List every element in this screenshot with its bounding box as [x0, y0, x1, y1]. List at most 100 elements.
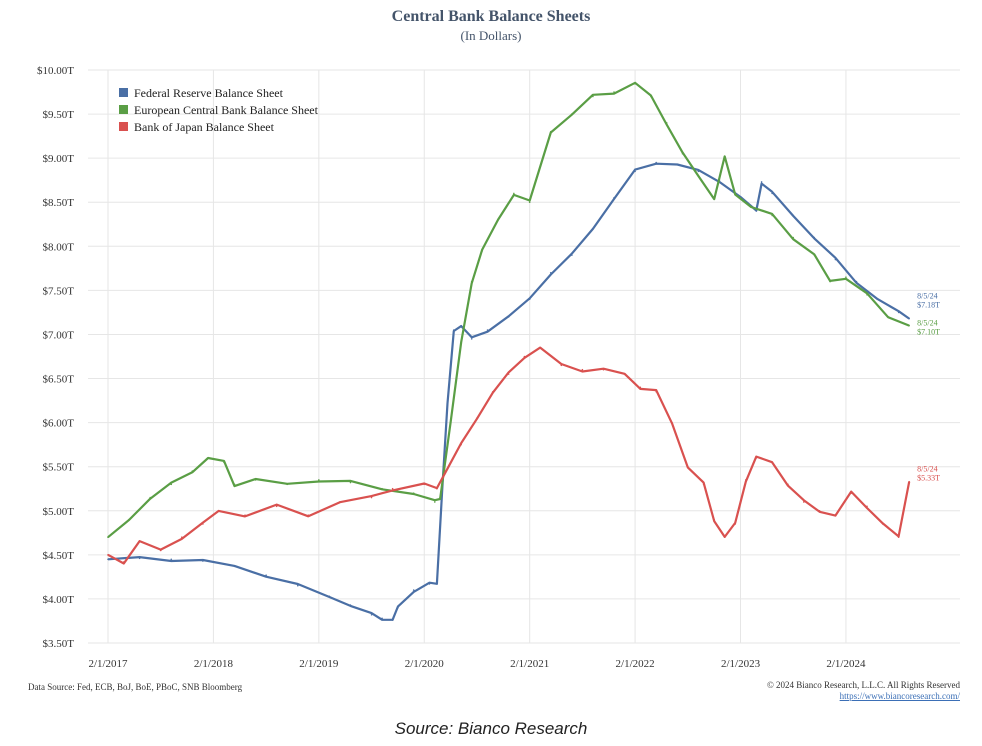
series-point [613, 91, 615, 93]
series-point [671, 421, 673, 424]
chart-figure [12, 0, 972, 705]
series-point [412, 492, 415, 494]
series-point [507, 316, 510, 318]
x-tick-label: 2/1/2021 [510, 658, 549, 670]
end-label-date: 8/5/24 [917, 465, 937, 474]
series-point [802, 501, 805, 503]
y-axis-ticks: $3.50T $4.00T $4.50T $5.00T $5.50T $6.00T $6.5… [37, 65, 74, 650]
series-point [265, 574, 267, 576]
series-point [339, 501, 341, 503]
series-point [639, 386, 642, 389]
series-point [792, 236, 795, 239]
series-point [180, 536, 183, 539]
series-point [470, 338, 473, 340]
series-point [296, 584, 299, 587]
chart-subtitle: (In Dollars) [460, 28, 522, 43]
series-point [481, 249, 484, 252]
series-point [513, 192, 515, 195]
series-point [813, 254, 816, 256]
series-point [381, 617, 383, 620]
x-tick-label: 2/1/2024 [826, 658, 866, 670]
grid-lines [88, 69, 960, 644]
series-point [207, 457, 209, 459]
series-point [771, 461, 773, 464]
end-label-value: $7.10T [917, 328, 940, 337]
series-point [855, 280, 858, 283]
series-point [634, 82, 636, 85]
y-tick-label: $4.00T [43, 594, 75, 606]
series-point [560, 364, 563, 367]
series-point [787, 483, 789, 486]
series-point [452, 329, 455, 331]
end-label-date: 8/5/24 [917, 292, 937, 301]
series-point [897, 536, 900, 539]
series-point [760, 181, 763, 183]
y-tick-label: $5.50T [43, 462, 75, 474]
series-point [254, 479, 257, 481]
series-point [507, 373, 510, 375]
series-lines [107, 81, 911, 621]
series-point [460, 324, 462, 327]
series-point [723, 157, 726, 159]
series-point [882, 523, 884, 525]
series-point [286, 483, 289, 486]
series-point [223, 461, 225, 464]
end-label-date: 8/5/24 [917, 319, 937, 328]
series-point [491, 390, 494, 393]
series-point [702, 483, 705, 486]
series-point [434, 501, 436, 503]
series-point [439, 496, 441, 499]
series-line-2 [107, 81, 910, 539]
y-tick-label: $3.50T [43, 638, 75, 650]
series-point [697, 170, 700, 173]
series-point [571, 113, 573, 115]
series-point [834, 258, 837, 261]
source-url-link[interactable]: https://www.biancoresearch.com/ [839, 691, 960, 701]
series-point [446, 404, 449, 406]
legend-swatch [119, 88, 128, 97]
series-point [349, 481, 352, 484]
legend-label: European Central Bank Balance Sheet [134, 103, 319, 117]
series-point [391, 487, 394, 490]
y-tick-label: $4.50T [43, 550, 75, 562]
series-point [202, 560, 204, 562]
y-tick-label: $8.50T [43, 197, 75, 209]
series-point [866, 293, 868, 296]
series-point [217, 509, 220, 512]
series-point [460, 342, 462, 345]
series-point [771, 214, 773, 217]
copyright-text: © 2024 Bianco Research, L.L.C. All Right… [766, 680, 960, 690]
y-tick-label: $9.00T [43, 153, 75, 165]
series-point [486, 329, 489, 331]
x-tick-label: 2/1/2023 [721, 658, 761, 670]
series-point [571, 254, 573, 256]
series-point [436, 487, 438, 490]
y-tick-label: $10.00T [37, 65, 74, 77]
series-point [391, 619, 394, 621]
series-point [887, 316, 889, 318]
series-point [460, 443, 462, 446]
series-point [328, 595, 331, 598]
series-point [476, 417, 478, 420]
series-point [349, 604, 352, 606]
series-point [581, 368, 584, 371]
series-point [444, 470, 447, 472]
y-tick-label: $5.00T [43, 506, 75, 518]
y-tick-label: $8.00T [43, 241, 75, 253]
series-point [834, 514, 837, 516]
end-label-value: $7.18T [917, 301, 940, 310]
y-tick-label: $9.50T [43, 109, 75, 121]
series-point [370, 613, 373, 616]
legend: Federal Reserve Balance Sheet European Ce… [119, 86, 319, 134]
series-point [655, 161, 657, 164]
series-point [723, 536, 726, 539]
series-point [681, 152, 684, 155]
series-point [138, 557, 141, 560]
series-point [107, 554, 109, 556]
series-point [592, 227, 594, 230]
series-point [734, 523, 737, 525]
series-point [423, 483, 426, 486]
series-point [750, 205, 752, 208]
series-point [755, 210, 758, 212]
series-point [650, 95, 652, 98]
